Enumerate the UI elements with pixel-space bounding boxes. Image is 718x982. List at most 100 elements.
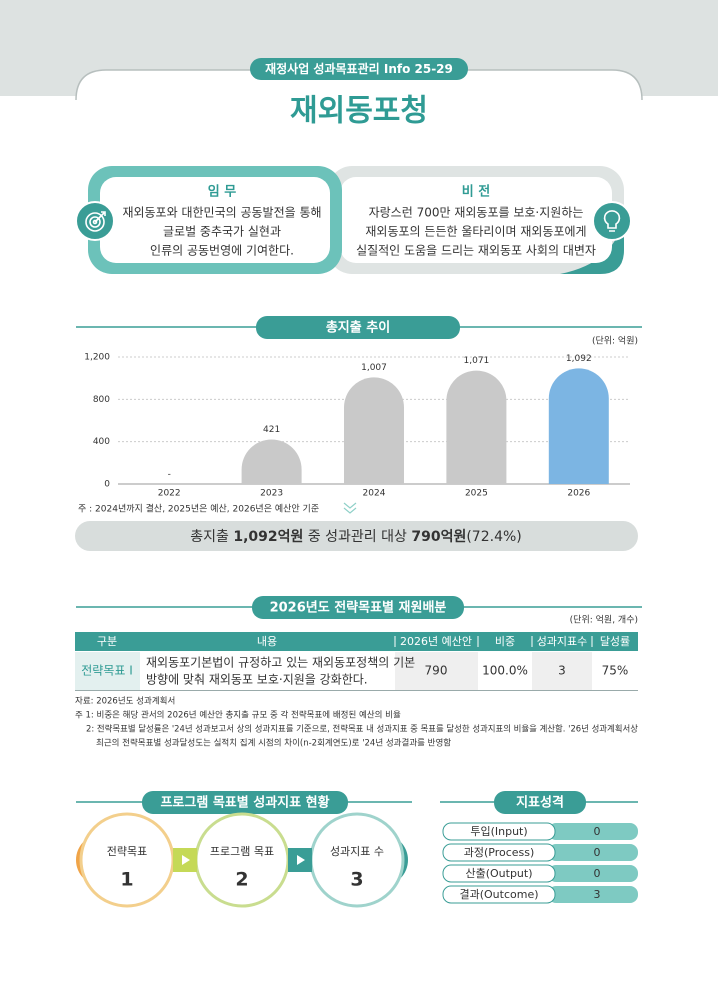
th: 달성률 (600, 635, 630, 648)
th: 내용 (257, 635, 277, 648)
indicator-name-bg (442, 864, 556, 883)
program-value: 1 (120, 869, 133, 891)
td: 790 (425, 664, 448, 678)
cell-bg (395, 652, 478, 690)
td: 100.0% (482, 664, 528, 678)
x-tick-label: 2024 (363, 489, 386, 499)
series-label: 재정사업 성과목표관리 Info 25-29 (265, 61, 453, 76)
x-tick-label: 2022 (158, 489, 181, 499)
bulb-icon (603, 210, 621, 232)
vision-line: 실질적인 도움을 드리는 재외동포 사회의 대변자 (356, 244, 596, 258)
indicator-value-bg (548, 844, 638, 861)
mission-box (100, 177, 330, 263)
program-label: 성과지표 수 (330, 845, 384, 858)
summary-part: 중 성과관리 대상 (303, 529, 411, 545)
td: 방향에 맞춰 재외동포 보호·지원을 강화한다. (146, 673, 368, 687)
td: 75% (602, 664, 629, 678)
cell-bg (532, 652, 592, 690)
note: 자료: 2026년도 성과계획서 (75, 696, 175, 707)
vision-line: 재외동포의 든든한 울타리이며 재외동포에게 (365, 225, 586, 239)
indicator-value: 0 (594, 867, 601, 880)
th: 비중 (495, 635, 515, 648)
value-label: 1,007 (361, 363, 387, 373)
x-tick-label: 2025 (465, 489, 488, 499)
section-tab (494, 791, 586, 814)
y-tick-label: 400 (93, 437, 110, 447)
section-title: 총지출 추이 (326, 320, 390, 336)
indicator-name-bg (442, 822, 556, 841)
y-tick-label: 800 (93, 395, 110, 405)
summary-part: (72.4%) (466, 529, 521, 545)
x-tick-label: 2026 (567, 489, 590, 499)
vision-title: 비 전 (462, 184, 490, 200)
indicator-name: 산출(Output) (465, 867, 532, 880)
vision-accent (560, 210, 624, 274)
summary-part: 790억원 (411, 529, 466, 545)
indicator-name: 과정(Process) (464, 846, 535, 859)
note: 최근의 전략목표별 성과달성도는 실적치 집계 시점의 차이(n-2회계연도)로… (96, 738, 451, 749)
chart-note: 주 : 2024년까지 결산, 2025년은 예산, 2026년은 예산안 기준 (78, 504, 319, 515)
program-value: 2 (235, 869, 248, 891)
indicator-value: 0 (594, 825, 601, 838)
target-icon (85, 211, 106, 232)
arrow (297, 855, 305, 865)
indicator-value-bg (548, 865, 638, 882)
th: 성과지표수 (537, 635, 588, 648)
value-label: 1,092 (566, 354, 592, 364)
indicator-name: 투입(Input) (470, 825, 527, 838)
th: 구분 (97, 635, 117, 648)
program-label: 전략목표 (107, 845, 147, 858)
section-title: 2026년도 전략목표별 재원배분 (270, 600, 447, 616)
section-tab (256, 316, 460, 339)
program-value: 3 (350, 869, 363, 891)
chevron (343, 502, 357, 514)
series-tab (250, 58, 468, 80)
unit-label: (단위: 억원, 개수) (570, 614, 638, 626)
unit-label: (단위: 억원) (592, 335, 638, 347)
header-separators (394, 636, 593, 647)
mission-line: 인류의 공동번영에 기여한다. (150, 244, 294, 258)
summary-pill (75, 521, 638, 551)
program-circle (309, 812, 405, 908)
note: 2: 전략목표별 달성률은 '24년 성과보고서 상의 성과지표를 기준으로, … (86, 724, 638, 735)
vision-icon (592, 201, 632, 241)
program-label: 프로그램 목표 (210, 845, 274, 858)
x-tick-label: 2023 (260, 489, 283, 499)
y-tick-label: 1,200 (84, 353, 110, 363)
mission-title: 임 무 (208, 185, 236, 200)
y-tick-label: 0 (104, 480, 110, 490)
indicator-name-bg (442, 843, 556, 862)
bar (446, 370, 507, 484)
cell-bg (75, 652, 140, 690)
td: 전략목표 Ⅰ (81, 664, 133, 678)
summary-part: 총지출 (190, 529, 233, 545)
bar (344, 377, 404, 484)
value-label: 421 (263, 425, 280, 435)
td: 재외동포기본법이 규정하고 있는 재외동포정책의 기본 (146, 655, 415, 670)
arrow (182, 855, 190, 865)
bar (241, 439, 302, 484)
value-label: 1,071 (464, 356, 490, 366)
chart: 0 400 800 1,200 2022 - 2023 421 2024 1,007 2025 1,0… (84, 353, 630, 499)
summary: 총지출 1,092억원 중 성과관리 대상 790억원(72.4%) (190, 529, 522, 545)
indicator-value: 0 (594, 846, 601, 859)
indicator-value: 3 (594, 888, 601, 901)
page-title: 재외동포청 (290, 94, 428, 129)
indicator-value-bg (548, 823, 638, 840)
program-circle (79, 812, 175, 908)
vision-box (340, 177, 612, 263)
th: 2026년 예산안 (400, 635, 472, 648)
vision-line: 자랑스런 700만 재외동포를 보호·지원하는 (369, 206, 584, 220)
mission-line: 재외동포와 대한민국의 공동발전을 통해 (122, 206, 321, 220)
value-label: - (168, 470, 171, 480)
section-title: 지표성격 (516, 796, 564, 811)
indicator-name-bg (442, 885, 556, 904)
bar (548, 368, 609, 484)
indicator-value-bg (548, 886, 638, 903)
indicator-list: 투입(Input) 0 과정(Process) 0 산출(Output) 0 결과(Outc… (442, 822, 638, 904)
table-header (75, 632, 638, 651)
td: 3 (558, 664, 566, 678)
summary-part: 1,092억원 (233, 529, 303, 545)
